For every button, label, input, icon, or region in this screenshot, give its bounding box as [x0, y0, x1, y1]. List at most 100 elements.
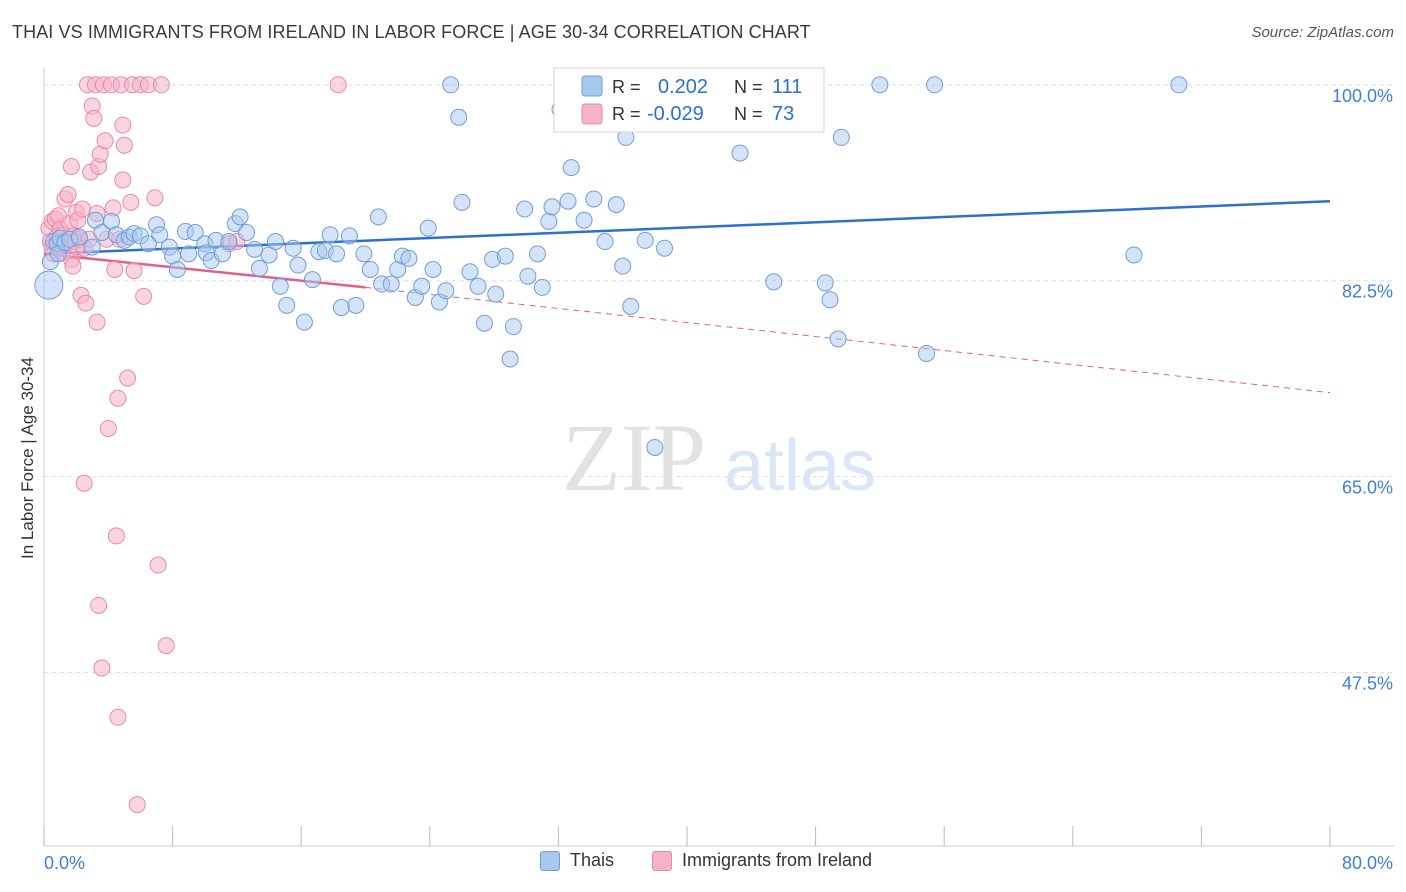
data-point-thais: [562, 159, 580, 177]
data-point-thais: [1125, 246, 1143, 264]
watermark-zip: ZIP: [562, 404, 706, 511]
data-point-thais: [646, 438, 664, 456]
data-point-thais: [655, 239, 673, 257]
data-point-thais: [829, 330, 847, 348]
data-point-ireland: [122, 193, 140, 211]
data-point-thais: [533, 278, 551, 296]
data-point-thais: [765, 273, 783, 291]
data-point-thais: [284, 239, 302, 257]
data-point-ireland: [74, 200, 92, 218]
watermark-atlas: atlas: [724, 426, 876, 506]
data-point-thais: [453, 193, 471, 211]
data-point-thais: [501, 350, 519, 368]
data-point-thais: [832, 128, 850, 146]
data-point-ireland: [329, 76, 347, 94]
trend-line-ireland-extension: [365, 286, 1331, 394]
data-point-thais: [731, 144, 749, 162]
data-point-thais: [540, 212, 558, 230]
data-point-thais: [151, 226, 169, 244]
data-point-thais: [180, 245, 198, 263]
tick-labels: 47.5% 65.0% 82.5% 100.0% 0.0% 80.0%: [44, 86, 1393, 873]
data-point-ireland: [59, 185, 77, 203]
data-point-ireland: [106, 260, 124, 278]
data-point-thais: [361, 260, 379, 278]
data-point-thais: [186, 224, 204, 242]
data-point-ireland: [152, 76, 170, 94]
stats-n-label-thais: N =: [734, 77, 763, 97]
stats-r-value-ireland: -0.029: [647, 103, 704, 125]
data-point-thais: [400, 249, 418, 267]
data-point-thais: [83, 238, 101, 256]
data-point-thais: [139, 235, 157, 253]
data-point-thais: [266, 233, 284, 251]
legend-item-thais: Thais: [540, 850, 614, 871]
data-point-thais: [419, 219, 437, 237]
data-point-ireland: [149, 556, 167, 574]
x-tick-label-max: 80.0%: [1342, 853, 1393, 873]
data-point-ireland: [77, 294, 95, 312]
data-point-thais: [622, 297, 640, 315]
data-point-ireland: [109, 389, 127, 407]
stats-swatch-ireland: [581, 103, 603, 125]
data-point-thais: [596, 233, 614, 251]
stats-r-label-ireland: R =: [612, 104, 641, 124]
legend-swatch-ireland: [652, 850, 672, 871]
data-point-thais: [821, 291, 839, 309]
data-point-thais: [424, 260, 442, 278]
data-point-ireland: [62, 158, 80, 176]
data-point-thais: [34, 270, 64, 300]
data-point-ireland: [125, 262, 143, 280]
stats-n-value-thais: 111: [772, 76, 802, 98]
data-point-ireland: [64, 257, 82, 275]
y-tick-label: 100.0%: [1332, 86, 1393, 106]
data-point-thais: [559, 192, 577, 210]
y-tick-label: 65.0%: [1342, 478, 1393, 498]
data-point-thais: [437, 282, 455, 300]
data-point-thais: [487, 285, 505, 303]
data-point-thais: [382, 275, 400, 293]
data-point-ireland: [146, 189, 164, 207]
data-point-ireland: [115, 136, 133, 154]
legend-label-ireland: Immigrants from Ireland: [682, 850, 873, 870]
watermark: ZIP atlas: [562, 404, 876, 511]
data-point-ireland: [107, 527, 125, 545]
data-point-thais: [321, 226, 339, 244]
grid-lines: [44, 84, 1394, 673]
stats-n-label-ireland: N =: [734, 104, 763, 124]
data-point-thais: [340, 227, 358, 245]
stats-r-value-thais: 0.202: [658, 76, 708, 98]
data-point-thais: [332, 299, 350, 317]
data-point-thais: [529, 245, 547, 263]
stats-swatch-thais: [581, 75, 603, 97]
data-point-thais: [575, 211, 593, 229]
legend: Thais Immigrants from Ireland: [0, 850, 1406, 878]
data-point-thais: [504, 318, 522, 336]
data-point-thais: [816, 274, 834, 292]
data-point-ireland: [88, 313, 106, 331]
data-point-thais: [295, 313, 313, 331]
data-point-ireland: [90, 596, 108, 614]
data-point-thais: [355, 245, 373, 263]
data-point-thais: [231, 208, 249, 226]
legend-swatch-thais: [540, 850, 560, 871]
data-point-ireland: [119, 369, 137, 387]
data-point-ireland: [109, 708, 127, 726]
data-point-thais: [585, 190, 603, 208]
data-point-thais: [450, 108, 468, 126]
source-label: Source: ZipAtlas.com: [1251, 24, 1394, 41]
data-point-thais: [278, 296, 296, 314]
data-point-thais: [289, 256, 307, 274]
data-point-thais: [614, 257, 632, 275]
data-point-ireland: [96, 132, 114, 150]
data-point-thais: [871, 76, 889, 94]
chart-title: THAI VS IMMIGRANTS FROM IRELAND IN LABOR…: [12, 22, 811, 42]
axes: [43, 68, 1394, 847]
data-point-thais: [475, 314, 493, 332]
data-point-thais: [461, 263, 479, 281]
y-axis-label: In Labor Force | Age 30-34: [18, 357, 37, 559]
data-point-ireland: [99, 419, 117, 437]
data-point-thais: [496, 247, 514, 265]
data-point-thais: [70, 228, 88, 246]
data-point-thais: [926, 76, 944, 94]
legend-item-ireland: Immigrants from Ireland: [652, 850, 872, 871]
